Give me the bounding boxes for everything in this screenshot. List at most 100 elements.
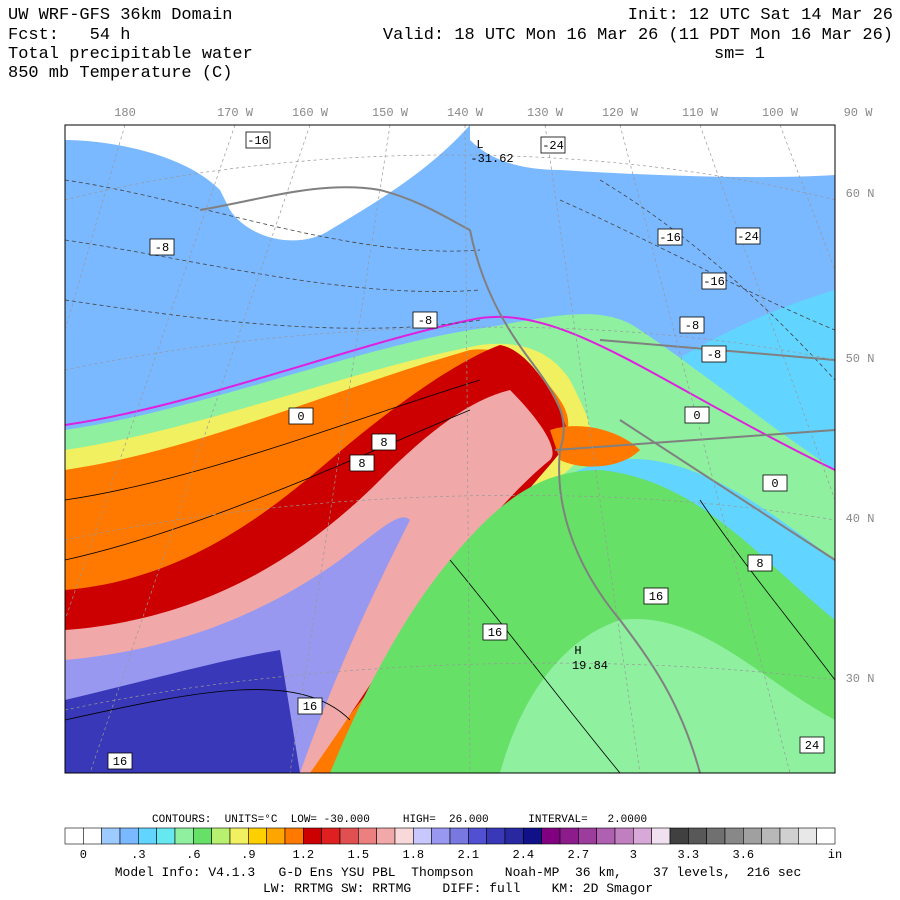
contour-label-box — [643, 587, 669, 605]
contour-label-box — [657, 228, 683, 246]
colorbar-box — [816, 827, 836, 845]
colorbar-box — [174, 827, 194, 845]
colorbar-label: 2.1 — [458, 848, 480, 862]
colorbar-box — [303, 827, 322, 845]
contour-label-box — [245, 131, 271, 149]
contour-label: 0 — [297, 410, 304, 424]
colorbar-box — [248, 827, 267, 845]
contour-label: 16 — [303, 700, 317, 714]
contour-label-box — [297, 697, 323, 715]
longitude-label: 150 W — [372, 106, 409, 120]
colorbar-box — [798, 827, 817, 845]
model-info: LW: RRTMG SW: RRTMG DIFF: full KM: 2D Sm… — [263, 881, 653, 896]
contour-label: 16 — [113, 755, 127, 769]
colorbar-box — [339, 827, 359, 845]
colorbar-box — [743, 827, 762, 845]
contour-label-box — [762, 474, 788, 492]
contour-label: -8 — [418, 314, 432, 328]
contour-label: -31.62 — [470, 152, 513, 166]
contour-label-box — [371, 433, 397, 451]
contour-label-box — [482, 623, 508, 641]
colorbar-box — [578, 827, 597, 845]
colorbar-box — [211, 827, 231, 845]
contour-label: L — [476, 138, 483, 152]
colorbar-box — [651, 827, 671, 845]
contour-label: 0 — [693, 409, 700, 423]
field-name: Total precipitable water — [8, 45, 253, 64]
colorbar-box — [779, 827, 799, 845]
colorbar-box — [156, 827, 176, 845]
contour-label: -16 — [659, 231, 681, 245]
colorbar-label: 2.7 — [568, 848, 590, 862]
longitude-label: 110 W — [682, 106, 719, 120]
colorbar-label: 3.3 — [678, 848, 700, 862]
latitude-label: 30 N — [846, 672, 875, 686]
latitude-label: 50 N — [846, 352, 875, 366]
contour-label: 8 — [380, 436, 387, 450]
contour-label-box — [799, 736, 825, 754]
map — [64, 124, 836, 774]
colorbar-box — [559, 827, 579, 845]
colorbar-box — [229, 827, 249, 845]
contour-label: 16 — [488, 626, 502, 640]
forecast-hour: Fcst: 54 h — [8, 26, 130, 45]
colorbar-box — [321, 827, 341, 845]
contour-label-box — [349, 454, 375, 472]
colorbar-box — [266, 827, 286, 845]
colorbar-box — [431, 827, 451, 845]
colorbar-label: .9 — [241, 848, 255, 862]
colorbar-box — [449, 827, 469, 845]
colorbar-box — [413, 827, 432, 845]
colorbar-label: 0 — [80, 848, 87, 862]
longitude-label: 170 W — [217, 106, 254, 120]
contour-info: CONTOURS: UNITS=°C LOW= -30.000 HIGH= 26… — [152, 814, 647, 826]
colorbar-box — [119, 827, 139, 845]
contour-label-box — [684, 406, 710, 424]
colorbar-box — [688, 827, 707, 845]
colorbar-label: 3 — [630, 848, 637, 862]
contour-label-box — [747, 554, 773, 572]
longitude-label: 100 W — [762, 106, 799, 120]
colorbar-box — [706, 827, 726, 845]
contour-label-box — [107, 752, 133, 770]
contour-label-box — [149, 238, 175, 256]
colorbar-box — [358, 827, 377, 845]
colorbar-label: 2.4 — [513, 848, 535, 862]
colorbar-box — [64, 827, 84, 845]
colorbar-label: 1.5 — [348, 848, 370, 862]
contour-label-box — [288, 407, 314, 425]
contour-label: -24 — [737, 230, 759, 244]
colorbar-label: .6 — [186, 848, 200, 862]
longitude-label: 130 W — [527, 106, 564, 120]
latitude-label: 40 N — [846, 512, 875, 526]
colorbar-label: 1.8 — [403, 848, 425, 862]
latitude-label: 60 N — [846, 187, 875, 201]
contour-label: -24 — [542, 139, 564, 153]
contour-label: -16 — [247, 134, 269, 148]
colorbar-box — [394, 827, 414, 845]
colorbar-box — [504, 827, 524, 845]
contour-label: 16 — [649, 590, 663, 604]
colorbar-box — [523, 827, 542, 845]
colorbar-box — [633, 827, 652, 845]
colorbar-box — [101, 827, 121, 845]
contour-label: -8 — [155, 241, 169, 255]
model-info: Model Info: V4.1.3 G-D Ens YSU PBL Thomp… — [115, 865, 802, 880]
contour-label: 8 — [358, 457, 365, 471]
colorbar-label: 1.2 — [293, 848, 315, 862]
title: UW WRF-GFS 36km Domain — [8, 6, 232, 25]
longitude-label: 120 W — [602, 106, 639, 120]
contour-label: 19.84 — [572, 659, 608, 673]
colorbar-box — [486, 827, 506, 845]
colorbar-box — [596, 827, 616, 845]
contour-label: 8 — [756, 557, 763, 571]
longitude-label: 90 W — [844, 106, 874, 120]
longitude-label: 180 — [114, 106, 136, 120]
colorbar-box — [724, 827, 744, 845]
contour-label-box — [701, 272, 727, 290]
contour-label: 0 — [771, 477, 778, 491]
contour-label-box — [701, 345, 727, 363]
contour-label-box — [412, 311, 438, 329]
longitude-label: 140 W — [447, 106, 484, 120]
